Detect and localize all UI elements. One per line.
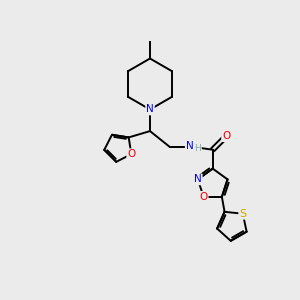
Text: H: H [194,144,201,153]
Text: O: O [127,149,136,159]
Text: N: N [186,141,194,151]
Text: N: N [146,104,154,115]
Text: O: O [200,192,208,202]
Text: N: N [194,174,202,184]
Text: O: O [222,131,230,141]
Text: S: S [239,209,246,219]
